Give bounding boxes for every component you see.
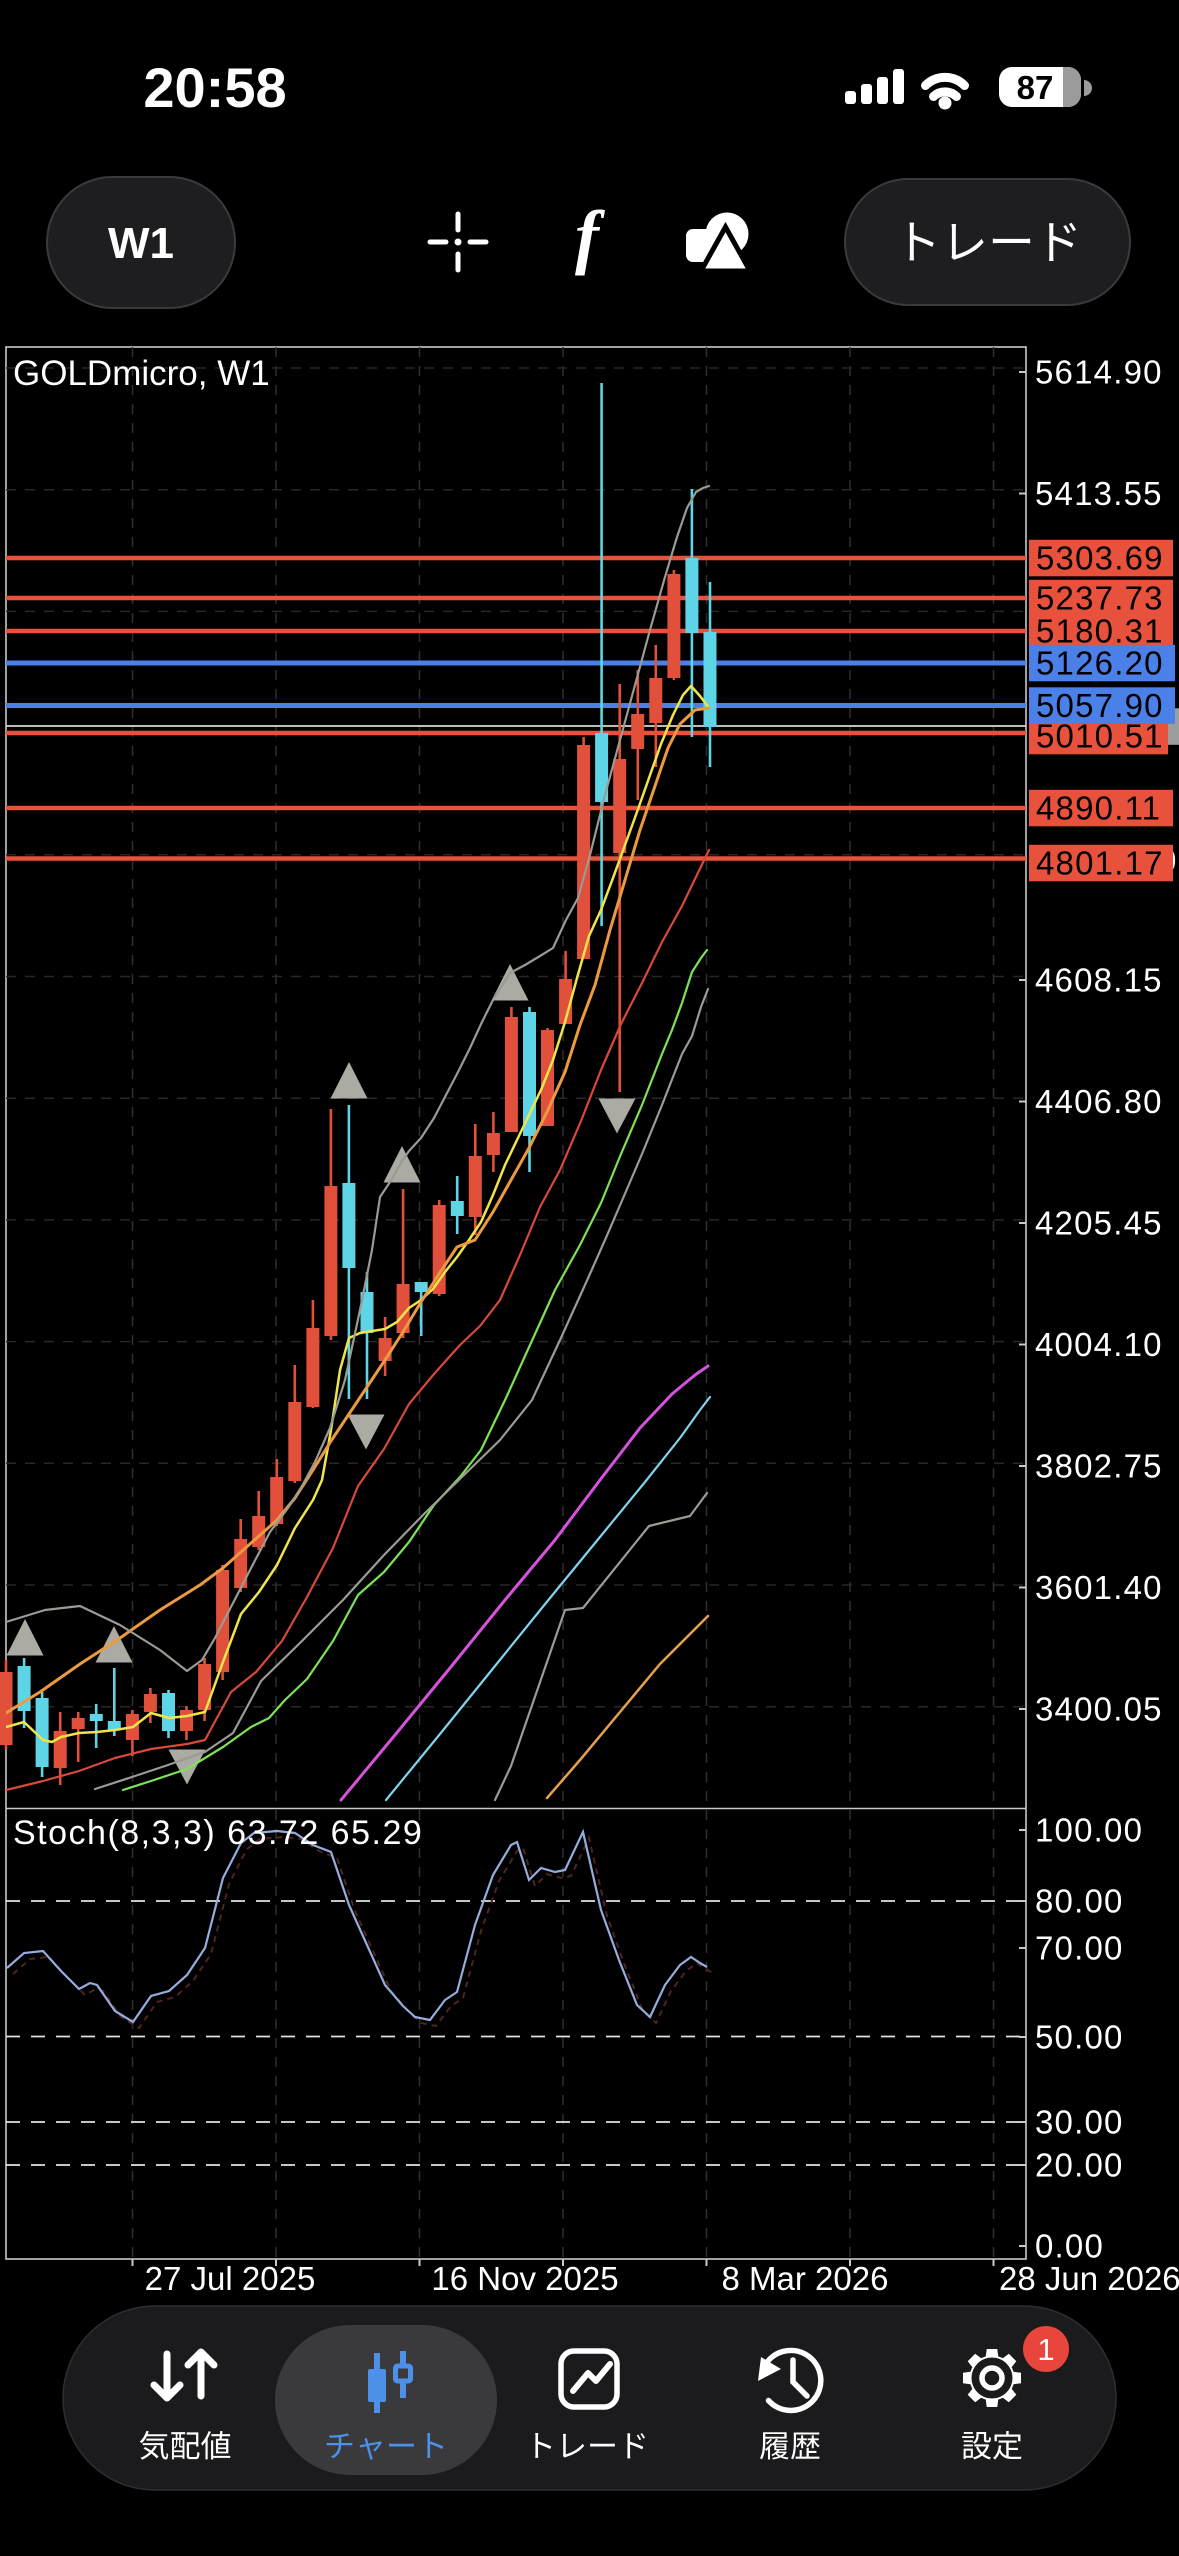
- svg-text:100.00: 100.00: [1035, 1812, 1143, 1849]
- svg-text:5057.90: 5057.90: [1036, 687, 1164, 724]
- svg-text:8 Mar 2026: 8 Mar 2026: [722, 2260, 889, 2297]
- svg-text:3601.40: 3601.40: [1035, 1569, 1163, 1606]
- svg-text:5126.20: 5126.20: [1036, 645, 1164, 682]
- svg-text:4608.15: 4608.15: [1035, 962, 1163, 999]
- svg-text:50.00: 50.00: [1035, 2019, 1124, 2056]
- svg-text:28 Jun 2026: 28 Jun 2026: [999, 2260, 1179, 2297]
- svg-text:20:58: 20:58: [143, 56, 286, 119]
- svg-text:80.00: 80.00: [1035, 1883, 1124, 1920]
- svg-text:5614.90: 5614.90: [1035, 354, 1163, 391]
- svg-text:4406.80: 4406.80: [1035, 1083, 1163, 1120]
- svg-text:70.00: 70.00: [1035, 1930, 1124, 1967]
- svg-text:4890.11: 4890.11: [1036, 790, 1161, 827]
- svg-text:0.00: 0.00: [1035, 2228, 1104, 2265]
- svg-text:4205.45: 4205.45: [1035, 1205, 1163, 1242]
- svg-text:5237.73: 5237.73: [1036, 580, 1164, 617]
- svg-text:W1: W1: [108, 219, 174, 268]
- svg-text:3400.05: 3400.05: [1035, 1691, 1163, 1728]
- svg-text:16 Nov 2025: 16 Nov 2025: [431, 2260, 618, 2297]
- svg-text:5180.31: 5180.31: [1036, 613, 1164, 650]
- svg-text:4004.10: 4004.10: [1035, 1326, 1163, 1363]
- svg-text:3802.75: 3802.75: [1035, 1448, 1163, 1485]
- svg-text:27 Jul 2025: 27 Jul 2025: [145, 2260, 316, 2297]
- svg-text:GOLDmicro, W1: GOLDmicro, W1: [13, 354, 270, 393]
- svg-text:5303.69: 5303.69: [1036, 540, 1164, 577]
- svg-text:Stoch(8,3,3) 63.72 65.29: Stoch(8,3,3) 63.72 65.29: [13, 1814, 423, 1852]
- svg-text:4801.17: 4801.17: [1036, 845, 1164, 882]
- svg-text:5413.55: 5413.55: [1035, 475, 1163, 512]
- svg-text:87: 87: [1017, 69, 1054, 106]
- svg-text:20.00: 20.00: [1035, 2147, 1124, 2184]
- svg-text:30.00: 30.00: [1035, 2104, 1124, 2141]
- svg-text:1: 1: [1037, 2332, 1054, 2367]
